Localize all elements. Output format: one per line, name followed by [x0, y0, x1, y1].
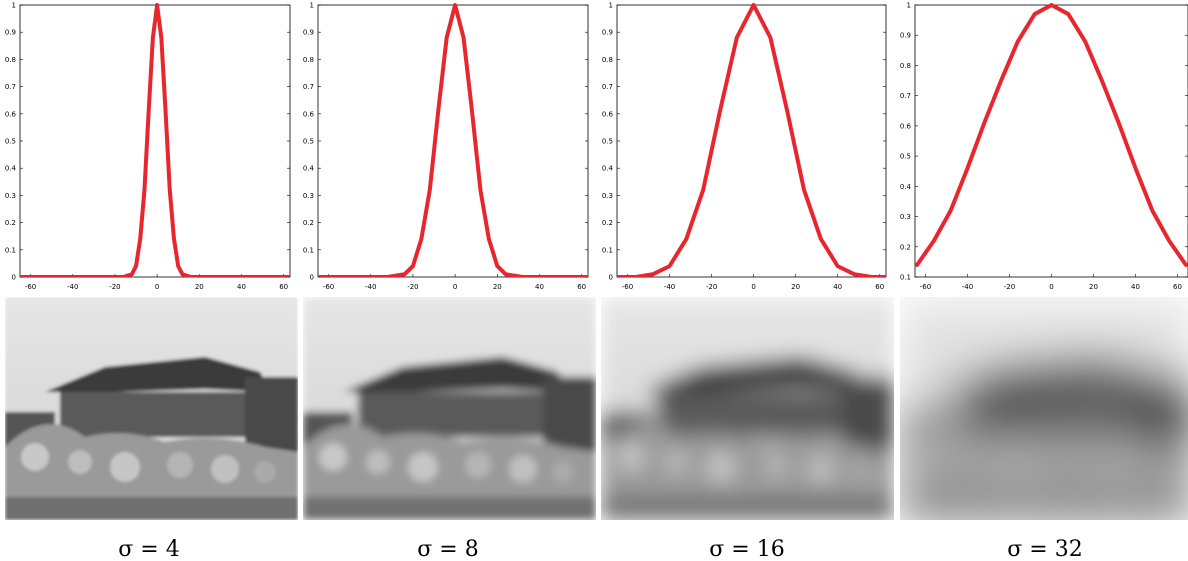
y-tick-label: 0.5: [5, 138, 16, 146]
y-tick-label: 0.2: [602, 219, 613, 227]
y-tick-label: 0.4: [303, 165, 315, 173]
y-tick-label: 0.5: [602, 138, 613, 146]
curve: [20, 3, 290, 277]
x-tick-label: -60: [25, 283, 36, 291]
y-tick-label: 1: [907, 2, 911, 10]
y-tick-label: 0.1: [900, 274, 911, 282]
x-tick-label: 40: [1131, 283, 1140, 291]
y-tick-label: 0.5: [303, 138, 314, 146]
blurred-image: [303, 297, 596, 520]
x-tick-label: 20: [195, 283, 204, 291]
y-tick-label: 0.8: [602, 56, 613, 64]
x-tick-label: 40: [535, 283, 544, 291]
y-tick-label: 0.6: [900, 122, 912, 130]
y-tick-label: 0.7: [900, 92, 911, 100]
y-tick-label: 0.2: [303, 219, 314, 227]
plot-frame: [616, 4, 887, 278]
blurred-image: [601, 297, 894, 520]
y-tick-label: 0: [609, 274, 613, 282]
x-tick-label: 60: [577, 283, 586, 291]
x-tick-label: 0: [1049, 283, 1053, 291]
y-tick-label: 0.3: [900, 213, 911, 221]
y-tick-label: 1: [609, 2, 613, 10]
x-tick-label: 20: [1089, 283, 1098, 291]
plot-frame: [317, 4, 589, 278]
y-tick-label: 0.3: [303, 192, 314, 200]
y-tick-label: 0.1: [5, 246, 16, 254]
y-tick-label: 1: [12, 2, 16, 10]
x-tick-label: -40: [664, 283, 675, 291]
y-tick-label: 0.1: [303, 246, 314, 254]
y-tick-label: 0.9: [602, 29, 613, 37]
caption: σ = 8: [417, 537, 478, 561]
y-tick-label: 0.8: [900, 62, 911, 70]
x-tick-label: 60: [1173, 283, 1182, 291]
x-tick-label: 0: [155, 283, 159, 291]
x-tick-label: 0: [751, 283, 755, 291]
plot-frame: [914, 4, 1188, 278]
y-tick-label: 0.8: [5, 56, 16, 64]
x-tick-label: -60: [323, 283, 334, 291]
caption: σ = 4: [118, 537, 179, 561]
caption: σ = 16: [709, 537, 784, 561]
y-tick-label: 0.9: [5, 29, 16, 37]
x-tick-label: -60: [920, 283, 931, 291]
curve: [318, 3, 588, 277]
x-tick-label: 40: [237, 283, 246, 291]
blurred-image: [5, 297, 298, 520]
blurred-image: [900, 297, 1188, 520]
y-tick-label: 0: [12, 274, 16, 282]
y-tick-label: 0: [310, 274, 314, 282]
x-tick-label: -20: [1004, 283, 1015, 291]
y-tick-label: 0.7: [303, 83, 314, 91]
y-tick-label: 0.7: [602, 83, 613, 91]
y-tick-label: 0.4: [900, 183, 912, 191]
y-tick-label: 0.7: [5, 83, 16, 91]
y-tick-label: 0.1: [602, 246, 613, 254]
x-tick-label: -40: [962, 283, 973, 291]
y-tick-label: 0.6: [602, 110, 614, 118]
x-tick-label: 60: [279, 283, 288, 291]
x-tick-label: 60: [875, 283, 884, 291]
y-tick-label: 0.5: [900, 153, 911, 161]
y-tick-label: 0.8: [303, 56, 314, 64]
x-tick-label: 20: [493, 283, 502, 291]
curve: [915, 3, 1188, 267]
y-tick-label: 0.2: [5, 219, 16, 227]
plot-frame: [19, 4, 291, 278]
x-tick-label: 40: [833, 283, 842, 291]
caption: σ = 32: [1007, 537, 1082, 561]
y-tick-label: 0.2: [900, 243, 911, 251]
x-tick-label: 0: [453, 283, 457, 291]
x-tick-label: -20: [109, 283, 120, 291]
x-tick-label: -40: [365, 283, 376, 291]
y-tick-label: 0.6: [303, 110, 315, 118]
y-tick-label: 0.6: [5, 110, 17, 118]
x-tick-label: -40: [67, 283, 78, 291]
x-tick-label: -20: [706, 283, 717, 291]
y-tick-label: 0.4: [5, 165, 17, 173]
y-tick-label: 0.9: [303, 29, 314, 37]
x-tick-label: 20: [791, 283, 800, 291]
y-tick-label: 0.9: [900, 32, 911, 40]
y-tick-label: 0.3: [602, 192, 613, 200]
y-tick-label: 0.4: [602, 165, 614, 173]
y-tick-label: 1: [310, 2, 314, 10]
x-tick-label: -20: [407, 283, 418, 291]
curve: [617, 3, 886, 277]
y-tick-label: 0.3: [5, 192, 16, 200]
x-tick-label: -60: [622, 283, 633, 291]
